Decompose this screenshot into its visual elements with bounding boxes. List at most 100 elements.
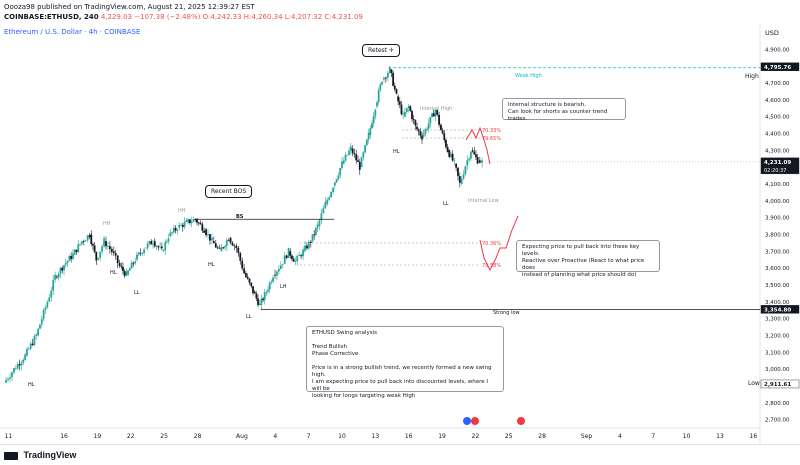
candle-body	[13, 368, 15, 373]
x-tick-label: 19	[94, 433, 102, 440]
candle-body	[309, 241, 312, 243]
candle-body	[302, 249, 304, 257]
candle-body	[93, 245, 96, 252]
candle-body	[351, 148, 354, 154]
candle-body	[320, 213, 323, 221]
candle-body	[409, 106, 412, 112]
candle-body	[300, 255, 303, 257]
candle-body	[222, 247, 225, 249]
chart-symbol-label[interactable]: Ethereum / U.S. Dollar · 4h · COINBASE	[4, 28, 141, 36]
candle-body	[468, 158, 470, 161]
candle-body	[212, 241, 215, 244]
tradingview-logo[interactable]: TradingView	[4, 450, 76, 460]
candle-body	[209, 234, 211, 241]
candle-body	[277, 268, 280, 272]
candle-body	[427, 123, 430, 129]
candle-body	[332, 187, 334, 192]
candle-body	[80, 241, 83, 244]
x-tick-label: Sep	[581, 433, 593, 440]
candle-body	[318, 220, 321, 226]
internal-high-label: Internal High	[420, 106, 452, 112]
candle-body	[239, 253, 242, 261]
candle-body	[355, 154, 358, 161]
candle-body	[263, 292, 266, 301]
candle-body	[192, 219, 195, 222]
candle-body	[144, 247, 147, 249]
candle-body	[26, 348, 28, 356]
candle-body	[114, 253, 117, 256]
candle-body	[116, 255, 119, 264]
candle-body	[224, 246, 226, 248]
candle-body	[434, 110, 437, 117]
candle-body	[362, 152, 365, 158]
bs-label: BS	[236, 214, 244, 220]
tradingview-logo-icon	[4, 451, 18, 460]
symbol-name[interactable]: COINBASE:ETHUSD, 240	[4, 13, 99, 21]
candle-body	[411, 111, 413, 120]
candle-body	[421, 135, 423, 140]
candle-body	[70, 255, 73, 259]
chart-header: Oooza98 published on TradingView.com, Au…	[0, 0, 800, 24]
candle-body	[367, 132, 370, 140]
candle-body	[426, 128, 428, 130]
candle-body	[22, 359, 25, 363]
fib-label-1: 70.33%	[482, 128, 501, 134]
candle-body	[451, 153, 454, 161]
candle-body	[262, 298, 264, 301]
x-tick-label: 4	[273, 433, 277, 440]
candle-body	[446, 146, 449, 152]
candle-body	[330, 191, 333, 198]
candle-body	[72, 253, 74, 259]
candle-body	[159, 246, 161, 248]
x-tick-label: 19	[438, 433, 446, 440]
event-icons	[463, 417, 525, 425]
candle-body	[97, 257, 100, 260]
x-tick-label: 25	[160, 433, 168, 440]
candle-body	[165, 241, 168, 243]
candle-body	[248, 278, 251, 283]
candle-body	[235, 245, 238, 249]
y-tick-label: 3,200.00	[765, 333, 790, 339]
recent-bos-text: Recent BOS	[211, 188, 247, 195]
candle-body	[196, 219, 198, 223]
candle-body	[132, 262, 135, 264]
candle-body	[197, 222, 200, 224]
x-tick-label: 22	[472, 433, 480, 440]
x-tick-label: 16	[405, 433, 413, 440]
candle-body	[218, 247, 221, 249]
candlestick-chart[interactable]: 70.33% 79.65% 70.36% 79.58% HL HL HL HL …	[0, 0, 800, 444]
candle-body	[152, 243, 154, 245]
candle-body	[471, 150, 474, 152]
x-tick-label: 28	[538, 433, 546, 440]
candle-body	[201, 224, 204, 231]
levels-group	[195, 67, 760, 310]
candle-body	[64, 262, 67, 265]
candle-body	[291, 255, 293, 259]
candle-body	[107, 246, 109, 248]
price-change: −107.38 (−2.48%)	[134, 13, 201, 21]
candle-body	[464, 166, 467, 175]
candle-body	[108, 246, 111, 250]
candle-body	[216, 247, 219, 249]
y-tick-label: 4,000.00	[765, 199, 790, 205]
candle-body	[287, 247, 290, 258]
candle-body	[48, 297, 51, 302]
candle-body	[205, 229, 207, 236]
candle-body	[92, 244, 94, 246]
candle-body	[298, 255, 301, 256]
candle-body	[101, 246, 104, 252]
candle-body	[231, 242, 234, 246]
analysis-note: ETHUSD Swing analysis Trend Bullish Phas…	[306, 326, 504, 399]
candle-body	[57, 273, 60, 278]
y-tick-label: 3,100.00	[765, 350, 790, 356]
candle-body	[438, 114, 440, 125]
candle-body	[342, 160, 345, 164]
candle-body	[419, 131, 422, 136]
x-tick-label: 28	[194, 433, 202, 440]
fib-label-3: 70.36%	[482, 241, 501, 247]
x-tick-label: 25	[505, 433, 513, 440]
candle-body	[357, 160, 359, 162]
candle-body	[245, 273, 247, 277]
candle-body	[279, 265, 282, 269]
candle-body	[79, 243, 81, 245]
